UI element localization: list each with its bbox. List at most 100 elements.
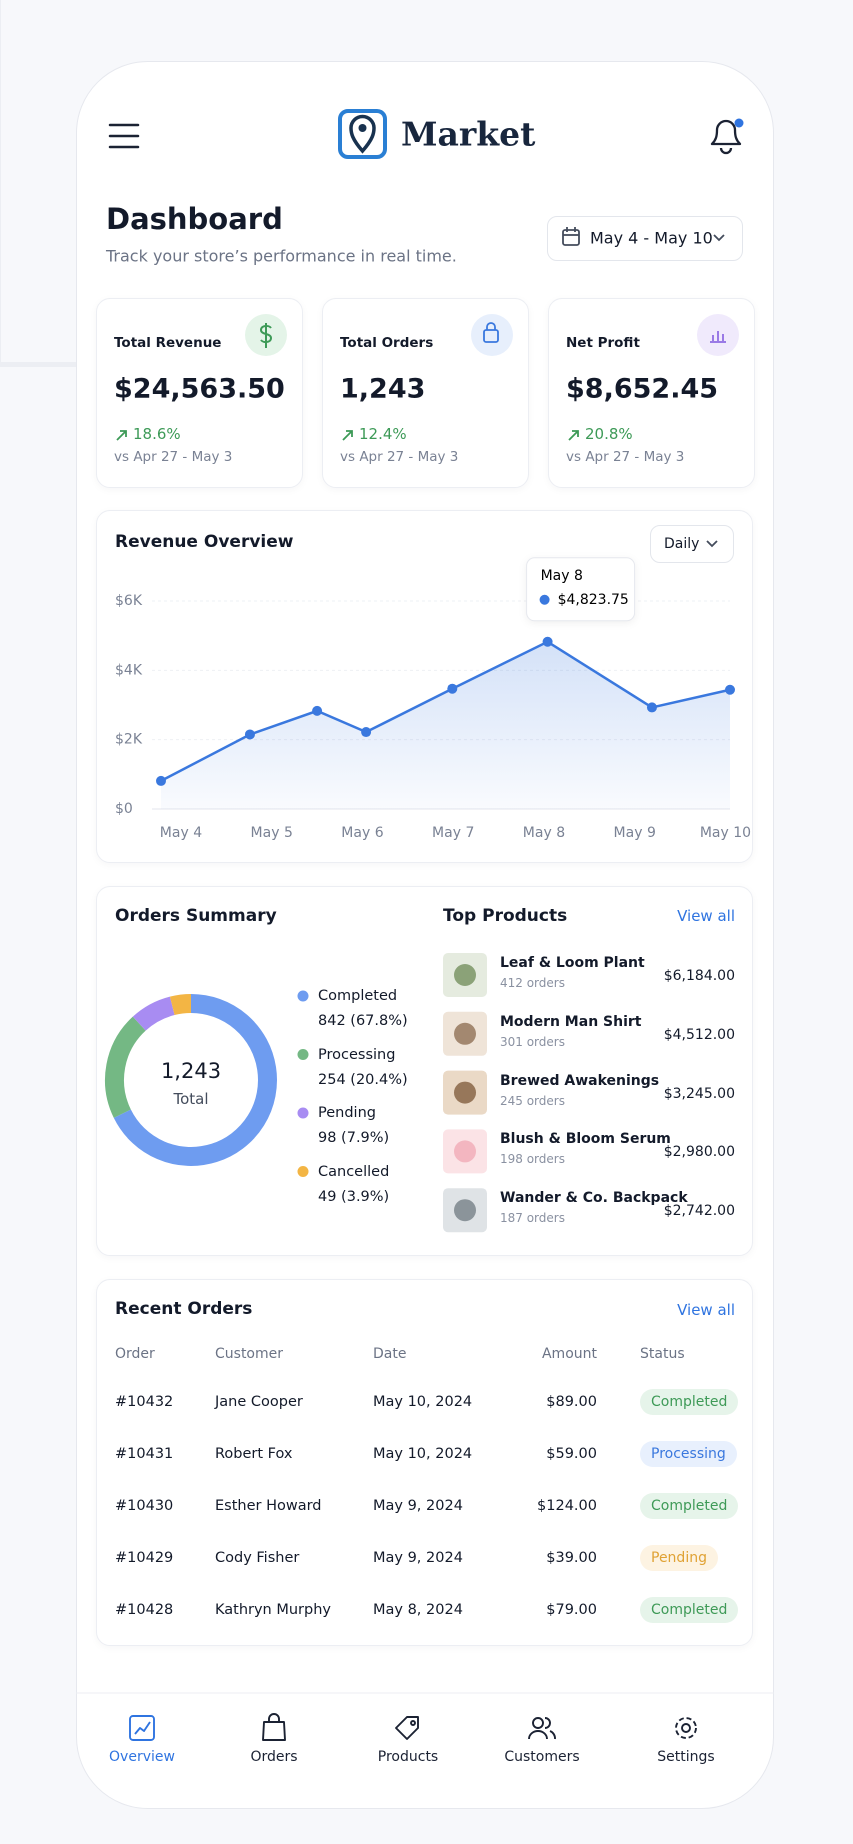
- data-point: [646, 702, 657, 713]
- table-cell: Cody Fisher: [215, 1550, 300, 1566]
- product-name: Modern Man Shirt: [500, 1013, 642, 1030]
- nav-icon: [129, 1715, 155, 1741]
- table-cell: #10431: [115, 1446, 174, 1462]
- table-cell: Robert Fox: [215, 1446, 293, 1462]
- data-point: [725, 684, 735, 695]
- icon-part: [681, 1723, 691, 1733]
- x-tick-label: May 6: [341, 825, 383, 841]
- donut-slice: [113, 994, 277, 1166]
- chevron-down: [713, 234, 725, 242]
- tooltip-value: $4,823.75: [558, 592, 629, 608]
- dollar-icon: [259, 323, 273, 348]
- product-image-detail: [454, 1199, 476, 1222]
- product-name: Brewed Awakenings: [500, 1072, 660, 1089]
- kpi-label: Net Profit: [566, 335, 640, 351]
- legend-dot: [297, 1107, 309, 1119]
- menu-button[interactable]: [108, 123, 140, 149]
- legend-value: 254 (20.4%): [318, 1071, 408, 1088]
- legend-label: Processing: [318, 1046, 396, 1063]
- data-point: [156, 775, 166, 786]
- view-all-link[interactable]: View all: [677, 907, 735, 925]
- table-cell: $39.00: [546, 1550, 597, 1566]
- y-tick-label: $2K: [115, 732, 143, 748]
- column-header: Amount: [541, 1346, 597, 1362]
- nav-icon: [675, 1717, 697, 1739]
- x-tick-label: May 10: [700, 825, 751, 841]
- icon-part: [134, 1721, 151, 1735]
- table-cell: #10429: [115, 1550, 174, 1566]
- period-button[interactable]: [650, 525, 734, 563]
- table-cell: #10428: [115, 1602, 174, 1618]
- table-cell: May 9, 2024: [373, 1498, 463, 1514]
- table-cell: Esther Howard: [215, 1498, 322, 1514]
- bag-icon: [486, 322, 496, 330]
- legend-label: Cancelled: [318, 1163, 390, 1180]
- column-header: Order: [115, 1346, 155, 1362]
- table-cell: May 10, 2024: [373, 1394, 473, 1410]
- kpi-label: Total Orders: [340, 335, 434, 351]
- legend-value: 842 (67.8%): [318, 1013, 408, 1029]
- product-image-detail: [454, 1140, 476, 1163]
- data-point: [542, 636, 553, 647]
- icon-part: [129, 1715, 155, 1741]
- product-orders: 412 orders: [500, 976, 565, 990]
- legend-label: Pending: [318, 1105, 376, 1121]
- x-tick-label: May 7: [432, 825, 474, 841]
- table-cell: May 9, 2024: [373, 1550, 463, 1566]
- icon-part: [532, 1717, 544, 1729]
- y-tick-label: $0: [115, 801, 133, 817]
- x-tick-label: May 9: [614, 825, 656, 841]
- icon-part: [395, 1716, 419, 1740]
- product-image-detail: [454, 1022, 476, 1045]
- legend-label: Completed: [318, 988, 398, 1004]
- bag-icon: [483, 329, 499, 343]
- product-amount: $4,512.00: [663, 1026, 735, 1043]
- table-cell: May 10, 2024: [373, 1446, 473, 1462]
- table-cell: Kathryn Murphy: [215, 1602, 331, 1618]
- kpi-change: 12.4%: [359, 425, 407, 443]
- trend-arrow: [116, 430, 127, 441]
- column-header: Date: [373, 1346, 407, 1362]
- donut-center-value: 1,243: [160, 1059, 222, 1083]
- legend-value: 98 (7.9%): [318, 1130, 390, 1146]
- table-cell: $89.00: [546, 1394, 597, 1410]
- notification-bell[interactable]: [710, 118, 744, 155]
- nav-label[interactable]: Products: [377, 1749, 439, 1765]
- legend-value: 49 (3.9%): [318, 1188, 390, 1205]
- nav-label[interactable]: Settings: [657, 1749, 715, 1765]
- table-cell: $59.00: [546, 1446, 597, 1462]
- donut-center-label: Total: [173, 1090, 209, 1108]
- kpi-compare: vs Apr 27 - May 3: [340, 449, 459, 465]
- nav-label[interactable]: Orders: [250, 1749, 298, 1765]
- table-cell: $79.00: [546, 1602, 597, 1618]
- column-header: Customer: [215, 1346, 284, 1362]
- y-tick-label: $4K: [115, 662, 143, 678]
- date-range: May 4 - May 10: [590, 228, 713, 248]
- x-tick-label: May 5: [251, 825, 293, 841]
- y-tick-label: $6K: [115, 593, 143, 609]
- data-point: [447, 683, 458, 694]
- kpi-change: 18.6%: [133, 425, 181, 443]
- summary-card: [96, 886, 753, 1256]
- nav-label[interactable]: Customers: [504, 1749, 580, 1765]
- table-cell: $124.00: [537, 1498, 597, 1514]
- icon-part: [262, 1713, 286, 1741]
- product-amount: $2,980.00: [663, 1144, 735, 1161]
- data-point: [244, 729, 255, 740]
- nav-icon: [395, 1716, 419, 1740]
- table-cell: #10432: [115, 1394, 174, 1410]
- brand-name: Market: [401, 114, 536, 154]
- tooltip-dot: [539, 594, 550, 605]
- legend-dot: [297, 1049, 309, 1060]
- table-cell: #10430: [115, 1498, 174, 1514]
- nav-label[interactable]: Overview: [109, 1749, 175, 1765]
- view-all-link[interactable]: View all: [677, 1301, 735, 1319]
- line: [160, 640, 731, 783]
- period-label: Daily: [664, 536, 700, 552]
- chevron-down: [706, 540, 718, 548]
- kpi-value: $8,652.45: [566, 373, 719, 405]
- page-title: Dashboard: [106, 202, 283, 236]
- kpi-change: 20.8%: [585, 425, 633, 443]
